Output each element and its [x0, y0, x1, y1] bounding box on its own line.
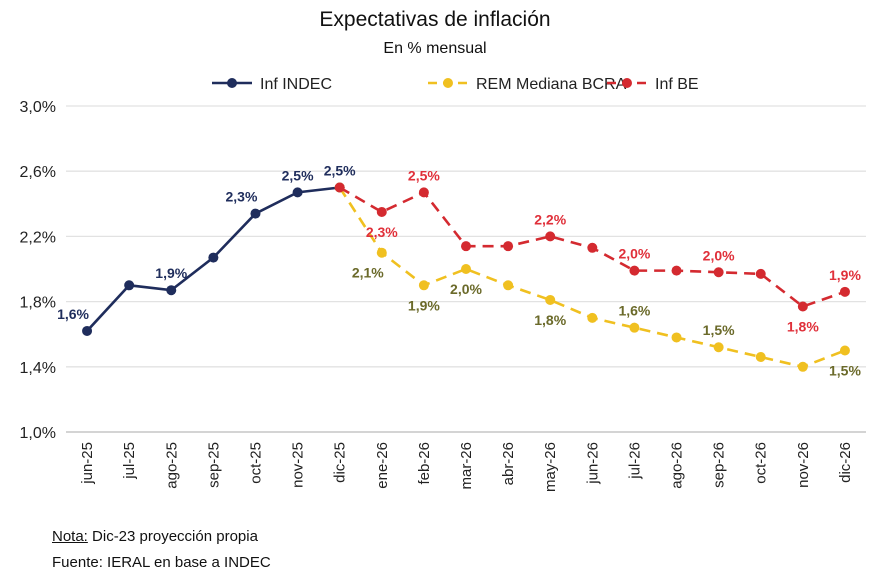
- x-tick-label: dic-26: [837, 442, 854, 483]
- data-point: [461, 241, 471, 252]
- data-point: [82, 325, 93, 336]
- data-point: [755, 352, 766, 363]
- x-tick-label: mar-26: [458, 442, 475, 490]
- data-label: 2,1%: [352, 265, 384, 281]
- data-point: [839, 345, 850, 356]
- data-point: [587, 242, 598, 253]
- data-label: 2,3%: [226, 189, 258, 205]
- x-tick-label: oct-25: [247, 442, 264, 484]
- x-tick-label: abr-26: [500, 442, 517, 485]
- data-point: [839, 286, 850, 297]
- data-label: 1,9%: [408, 297, 440, 313]
- data-point: [418, 280, 429, 291]
- data-point: [376, 206, 387, 217]
- data-point: [208, 252, 219, 263]
- x-tick-label: feb-26: [416, 442, 433, 485]
- data-point: [292, 187, 303, 198]
- data-label: 2,0%: [618, 246, 650, 262]
- legend-label: Inf INDEC: [260, 76, 332, 93]
- x-tick-label: jun-25: [79, 442, 96, 485]
- data-point: [797, 361, 808, 372]
- data-point: [545, 231, 556, 242]
- x-tick-label: oct-26: [753, 442, 770, 484]
- data-label: 1,8%: [534, 312, 566, 328]
- data-point: [124, 280, 135, 291]
- data-point: [629, 265, 640, 276]
- data-label: 2,5%: [324, 163, 356, 179]
- y-tick-label: 2,6%: [20, 164, 56, 181]
- note: Nota: Dic-23 proyección propia: [52, 528, 258, 545]
- data-point: [461, 264, 471, 274]
- data-point: [671, 265, 682, 276]
- source-note: Fuente: IERAL en base a INDEC: [52, 554, 271, 571]
- data-label: 2,5%: [408, 167, 440, 183]
- y-tick-label: 3,0%: [20, 99, 56, 116]
- data-point: [713, 342, 724, 353]
- data-label: 1,5%: [703, 322, 735, 338]
- x-tick-label: ago-25: [163, 442, 180, 489]
- data-point: [629, 322, 640, 333]
- data-label: 2,3%: [366, 224, 398, 240]
- note-text: Dic-23 proyección propia: [87, 528, 258, 545]
- data-label: 2,2%: [534, 211, 566, 227]
- data-label: 1,6%: [618, 303, 650, 319]
- x-tick-label: jul-26: [626, 442, 643, 480]
- data-label: 1,6%: [57, 306, 89, 322]
- data-point: [503, 241, 514, 252]
- x-tick-label: ago-26: [669, 442, 686, 489]
- y-tick-label: 1,4%: [20, 360, 56, 377]
- x-tick-label: nov-25: [290, 442, 307, 488]
- data-label: 1,9%: [829, 267, 861, 283]
- legend-marker: [443, 78, 453, 88]
- data-point: [587, 312, 598, 323]
- data-point: [545, 294, 556, 305]
- data-point: [376, 247, 387, 258]
- x-tick-label: dic-25: [332, 442, 349, 483]
- data-point: [418, 187, 429, 198]
- legend-label: REM Mediana BCRA: [476, 76, 627, 93]
- data-point: [797, 301, 808, 312]
- data-label: 2,0%: [450, 281, 482, 297]
- y-tick-label: 2,2%: [20, 229, 56, 246]
- y-tick-label: 1,0%: [20, 425, 56, 442]
- y-tick-label: 1,8%: [20, 295, 56, 312]
- series-line-1: [338, 186, 846, 369]
- x-tick-label: jul-25: [121, 442, 138, 480]
- data-label: 1,9%: [155, 265, 187, 281]
- legend-marker: [227, 78, 237, 88]
- data-label: 1,8%: [787, 318, 819, 334]
- note-label: Nota:: [52, 528, 88, 545]
- data-point: [755, 268, 766, 279]
- data-label: 2,5%: [282, 167, 314, 183]
- data-label: 1,5%: [829, 363, 861, 379]
- legend-marker: [622, 78, 632, 88]
- data-point: [166, 285, 177, 296]
- data-point: [250, 208, 261, 219]
- x-tick-label: ene-26: [374, 442, 391, 489]
- chart-title: Expectativas de inflación: [319, 8, 551, 31]
- x-tick-label: may-26: [542, 442, 559, 492]
- x-tick-label: sep-25: [205, 442, 222, 488]
- x-tick-label: sep-26: [711, 442, 728, 488]
- x-tick-label: nov-26: [795, 442, 812, 488]
- data-point: [334, 182, 345, 193]
- chart-subtitle: En % mensual: [383, 40, 487, 57]
- data-label: 2,0%: [703, 247, 735, 263]
- data-point: [713, 267, 724, 278]
- x-tick-label: jun-26: [584, 442, 601, 485]
- legend-label: Inf BE: [655, 76, 699, 93]
- data-point: [503, 280, 514, 291]
- data-point: [671, 332, 682, 343]
